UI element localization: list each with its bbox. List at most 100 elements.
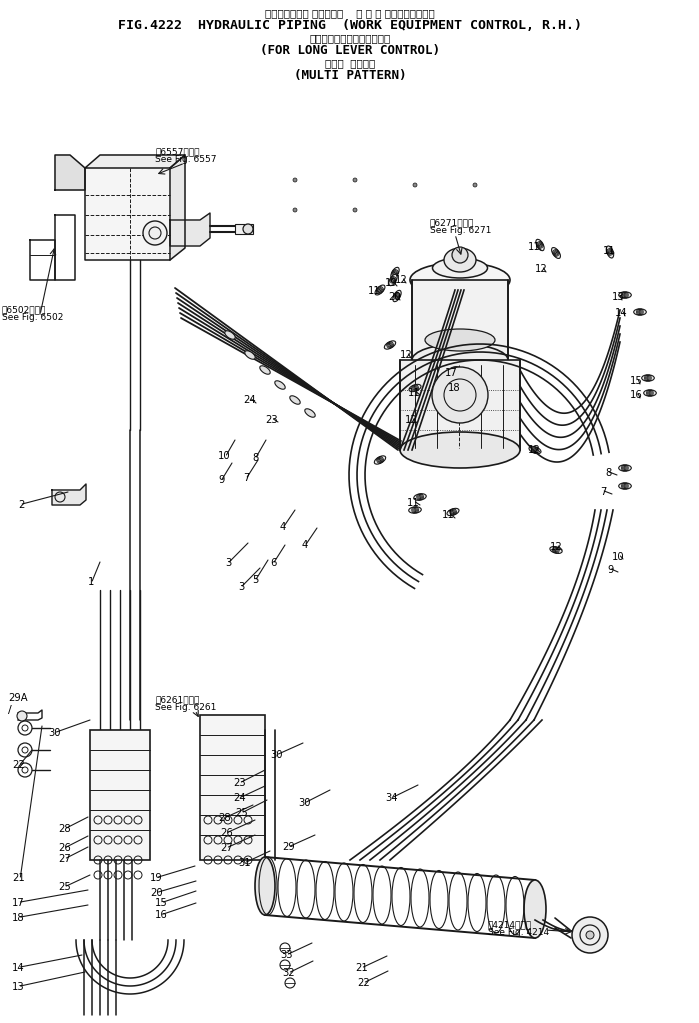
Text: 16: 16 (155, 910, 168, 920)
Text: 24: 24 (233, 793, 245, 803)
Ellipse shape (412, 344, 508, 376)
Text: 16: 16 (630, 390, 643, 400)
Ellipse shape (447, 508, 459, 516)
Text: 30: 30 (298, 798, 310, 808)
Ellipse shape (260, 366, 271, 374)
Ellipse shape (384, 341, 396, 349)
Text: 10: 10 (218, 451, 231, 461)
Text: See Fig. 4214: See Fig. 4214 (488, 928, 549, 937)
Ellipse shape (414, 494, 426, 500)
Text: 28: 28 (218, 813, 231, 822)
Polygon shape (85, 155, 185, 168)
Text: 13: 13 (612, 292, 625, 302)
Circle shape (293, 208, 297, 212)
Text: 9: 9 (218, 475, 224, 485)
Circle shape (586, 931, 594, 939)
Text: ロングレバーコントロール用: ロングレバーコントロール用 (310, 33, 391, 43)
Circle shape (293, 178, 297, 182)
Text: 25: 25 (58, 882, 71, 892)
Text: ハイドロリック パイピング    作 業 機 コントロール，右: ハイドロリック パイピング 作 業 機 コントロール，右 (265, 8, 435, 18)
Text: 30: 30 (270, 750, 282, 760)
Ellipse shape (444, 248, 476, 272)
Ellipse shape (255, 857, 275, 915)
Text: 18: 18 (12, 913, 24, 923)
Text: /: / (8, 705, 12, 715)
Text: 31: 31 (238, 858, 251, 868)
Bar (90, 730, 150, 860)
Text: 22: 22 (12, 760, 24, 770)
Ellipse shape (552, 248, 561, 259)
Text: 29A: 29A (8, 693, 28, 703)
Text: 12: 12 (535, 264, 548, 274)
Circle shape (473, 183, 477, 187)
Text: 12: 12 (528, 445, 541, 455)
Text: 第6271図参照: 第6271図参照 (430, 218, 475, 227)
Bar (412, 280, 508, 360)
Ellipse shape (452, 385, 464, 391)
Text: 5: 5 (252, 575, 259, 585)
Text: 11: 11 (603, 246, 616, 256)
Ellipse shape (245, 351, 255, 359)
Circle shape (17, 711, 27, 721)
Text: FIG.4222  HYDRAULIC PIPING  (WORK EQUIPMENT CONTROL, R.H.): FIG.4222 HYDRAULIC PIPING (WORK EQUIPMEN… (118, 19, 582, 32)
Text: 25: 25 (235, 808, 247, 818)
Circle shape (432, 367, 488, 422)
Text: 3: 3 (238, 582, 244, 592)
Text: 23: 23 (265, 415, 278, 425)
Text: 第6557図参照: 第6557図参照 (155, 147, 199, 155)
Text: 12: 12 (550, 542, 563, 552)
Text: See Fig. 6502: See Fig. 6502 (2, 313, 64, 322)
Text: 18: 18 (448, 383, 461, 393)
Text: 第6502図参照: 第6502図参照 (2, 305, 46, 314)
Ellipse shape (391, 267, 399, 278)
Polygon shape (55, 155, 85, 190)
Ellipse shape (634, 309, 647, 315)
Ellipse shape (529, 446, 541, 453)
Text: 第6261図参照: 第6261図参照 (155, 695, 199, 704)
Text: 21: 21 (12, 873, 24, 883)
Bar (400, 360, 520, 450)
Circle shape (243, 224, 253, 234)
Ellipse shape (375, 456, 386, 464)
Ellipse shape (290, 396, 300, 404)
Text: 11: 11 (368, 286, 381, 296)
Ellipse shape (393, 291, 401, 302)
Text: 13: 13 (12, 982, 24, 992)
Ellipse shape (550, 546, 562, 553)
Text: 1: 1 (88, 577, 94, 587)
Text: 30: 30 (48, 728, 61, 738)
Ellipse shape (606, 246, 614, 258)
Ellipse shape (409, 506, 421, 514)
Text: 14: 14 (615, 308, 628, 318)
Text: 17: 17 (445, 368, 458, 379)
Text: 20: 20 (150, 888, 163, 898)
Text: 20: 20 (388, 292, 401, 302)
Ellipse shape (642, 374, 654, 382)
Text: 6: 6 (270, 558, 276, 568)
Text: 28: 28 (58, 824, 71, 834)
Text: 11: 11 (407, 498, 420, 508)
Text: 19: 19 (385, 278, 398, 288)
Text: 4: 4 (280, 522, 287, 532)
Ellipse shape (433, 258, 487, 278)
Ellipse shape (225, 330, 235, 340)
Text: 11: 11 (442, 510, 455, 520)
Ellipse shape (524, 880, 546, 938)
Text: 10: 10 (612, 552, 625, 562)
Text: See Fig. 6271: See Fig. 6271 (430, 226, 491, 235)
Text: 24: 24 (243, 395, 256, 405)
Text: 9: 9 (607, 565, 614, 575)
Text: 22: 22 (357, 978, 370, 988)
Text: 7: 7 (243, 473, 250, 483)
Text: 27: 27 (220, 843, 233, 853)
Ellipse shape (425, 329, 495, 351)
Text: 8: 8 (252, 453, 258, 463)
Ellipse shape (400, 432, 520, 468)
Text: 32: 32 (282, 968, 294, 978)
Text: 14: 14 (12, 963, 24, 973)
Text: マルチ  パターン: マルチ パターン (325, 58, 375, 68)
Ellipse shape (619, 464, 631, 472)
Ellipse shape (305, 409, 315, 417)
Text: 33: 33 (280, 950, 292, 960)
Text: 15: 15 (630, 376, 643, 386)
